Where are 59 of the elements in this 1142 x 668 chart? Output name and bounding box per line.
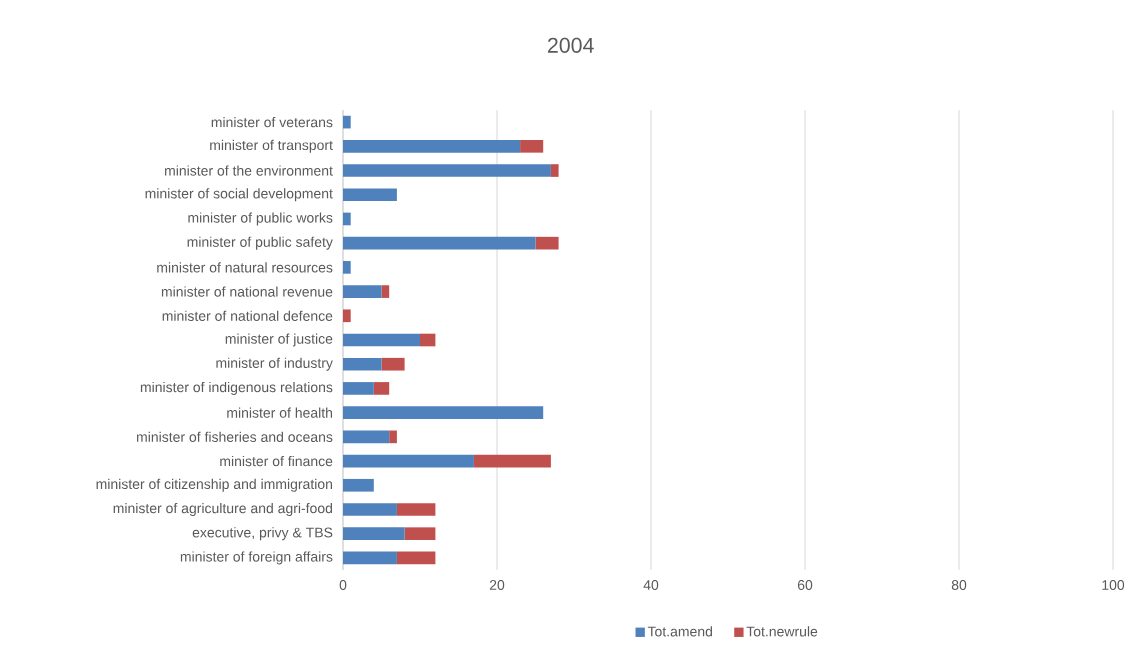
bar	[343, 333, 420, 347]
bar	[343, 454, 474, 468]
x-tick-label: 80	[951, 580, 967, 590]
legend-label: Tot.amend	[647, 626, 712, 637]
bar	[343, 188, 397, 202]
y-tick-label: minister of finance	[220, 455, 333, 467]
bar	[343, 382, 374, 395]
bar	[343, 212, 351, 226]
bar	[343, 503, 397, 516]
bar	[343, 406, 544, 419]
x-tick-label: 20	[489, 580, 505, 590]
bar	[396, 551, 436, 565]
bar	[343, 309, 351, 323]
chart-title: 2004	[548, 37, 594, 53]
y-tick-label: minister of justice	[225, 333, 333, 347]
bar	[343, 164, 551, 177]
bar	[343, 357, 382, 371]
y-tick-label: minister of fisheries and oceans	[137, 431, 333, 442]
bar	[381, 285, 390, 298]
legend-label: Tot.newrule	[746, 626, 818, 637]
bar	[343, 285, 382, 298]
y-tick-label: minister of veterans	[211, 116, 333, 128]
x-tick-label: 60	[797, 580, 813, 590]
y-tick-label: minister of citizenship and immigration	[96, 478, 333, 492]
bar	[404, 527, 436, 541]
y-tick-label: minister of the environment	[165, 165, 333, 176]
bar	[535, 236, 559, 250]
bar	[343, 115, 351, 129]
bar	[520, 139, 544, 153]
bar	[343, 478, 374, 492]
x-tick-label: 0	[339, 580, 347, 590]
y-tick-label: minister of agriculture and agri-food	[113, 502, 333, 517]
bar	[343, 261, 351, 274]
y-tick-label: minister of public safety	[187, 236, 333, 250]
bar	[420, 333, 436, 347]
bar	[373, 382, 390, 395]
x-tick-label: 100	[1102, 580, 1125, 590]
y-tick-label: minister of natural resources	[157, 262, 333, 273]
y-tick-label: minister of public works	[188, 212, 333, 226]
y-tick-label: minister of social development	[145, 188, 333, 202]
bar	[389, 430, 397, 444]
y-tick-label: minister of national defence	[162, 310, 333, 321]
y-tick-label: minister of transport	[210, 139, 333, 153]
bar	[343, 527, 405, 541]
x-tick-label: 40	[643, 580, 659, 590]
y-tick-label: minister of health	[227, 407, 333, 418]
bar	[343, 139, 521, 153]
y-tick-label: minister of industry	[216, 357, 333, 371]
y-tick-label: executive, privy & TBS	[192, 527, 333, 541]
bar	[396, 503, 436, 516]
bar	[343, 236, 536, 250]
y-tick-label: minister of national revenue	[161, 286, 333, 297]
bar	[473, 454, 551, 468]
bar	[343, 430, 390, 444]
bar	[381, 357, 405, 371]
y-tick-label: minister of indigenous relations	[140, 381, 333, 395]
y-tick-label: minister of foreign affairs	[180, 551, 333, 565]
bar	[343, 551, 397, 565]
bar	[550, 164, 559, 177]
